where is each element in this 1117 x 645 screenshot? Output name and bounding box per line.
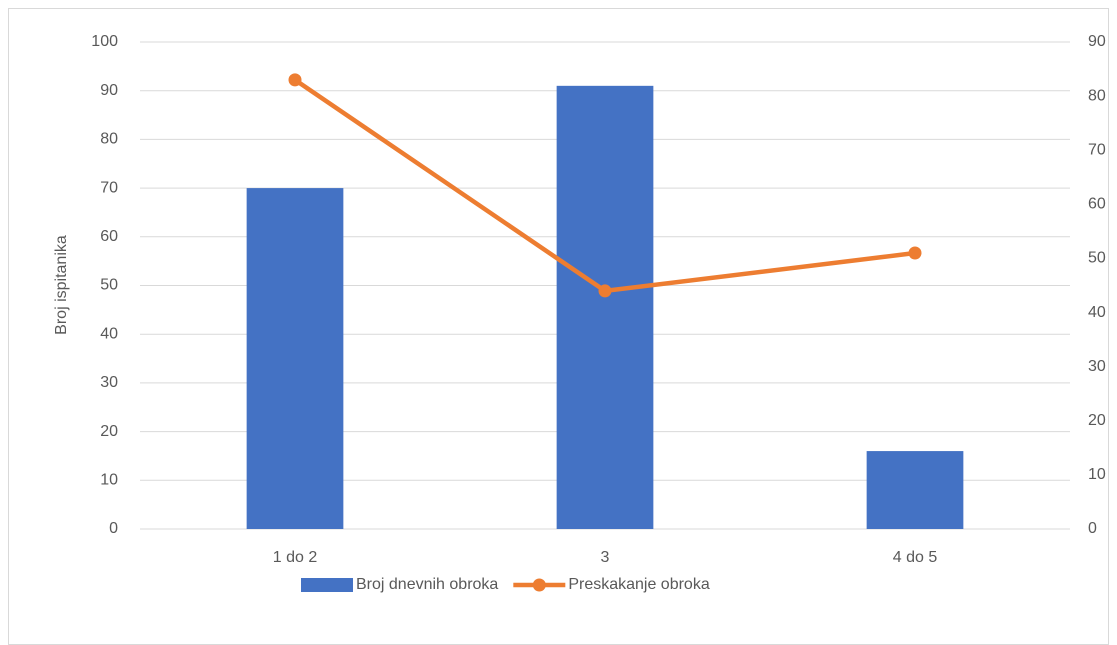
- y-tick-label: 0: [109, 520, 118, 537]
- legend-swatch: [301, 578, 353, 592]
- y2-tick-label: 60: [1088, 196, 1106, 213]
- y2-tick-label: 10: [1088, 466, 1106, 483]
- legend-label: Preskakanje obroka: [568, 576, 710, 593]
- y-tick-label: 60: [100, 228, 118, 245]
- y-tick-label: 40: [100, 325, 118, 342]
- y-tick-label: 90: [100, 82, 118, 99]
- y2-tick-label: 40: [1088, 304, 1106, 321]
- bar: [866, 451, 964, 529]
- legend-marker: [532, 578, 546, 592]
- bar: [246, 188, 344, 529]
- x-tick-label: 3: [601, 549, 610, 566]
- x-tick-label: 4 do 5: [893, 549, 938, 566]
- x-tick-label: 1 do 2: [273, 549, 318, 566]
- bar: [556, 85, 654, 529]
- y-tick-label: 30: [100, 374, 118, 391]
- y-tick-label: 10: [100, 472, 118, 489]
- y-tick-label: 80: [100, 131, 118, 148]
- y-tick-label: 70: [100, 179, 118, 196]
- y-tick-label: 20: [100, 423, 118, 440]
- y2-tick-label: 50: [1088, 250, 1106, 267]
- y2-tick-label: 0: [1088, 520, 1097, 537]
- line-marker: [908, 246, 922, 260]
- line-marker: [288, 73, 302, 87]
- y2-tick-label: 20: [1088, 412, 1106, 429]
- y2-tick-label: 70: [1088, 141, 1106, 158]
- legend-label: Broj dnevnih obroka: [356, 576, 498, 593]
- y2-tick-label: 90: [1088, 33, 1106, 50]
- y-tick-label: 100: [91, 33, 118, 50]
- y2-tick-label: 30: [1088, 358, 1106, 375]
- y2-tick-label: 80: [1088, 87, 1106, 104]
- y-axis-label: Broj ispitanika: [53, 235, 70, 335]
- line-marker: [598, 284, 612, 298]
- y-tick-label: 50: [100, 277, 118, 294]
